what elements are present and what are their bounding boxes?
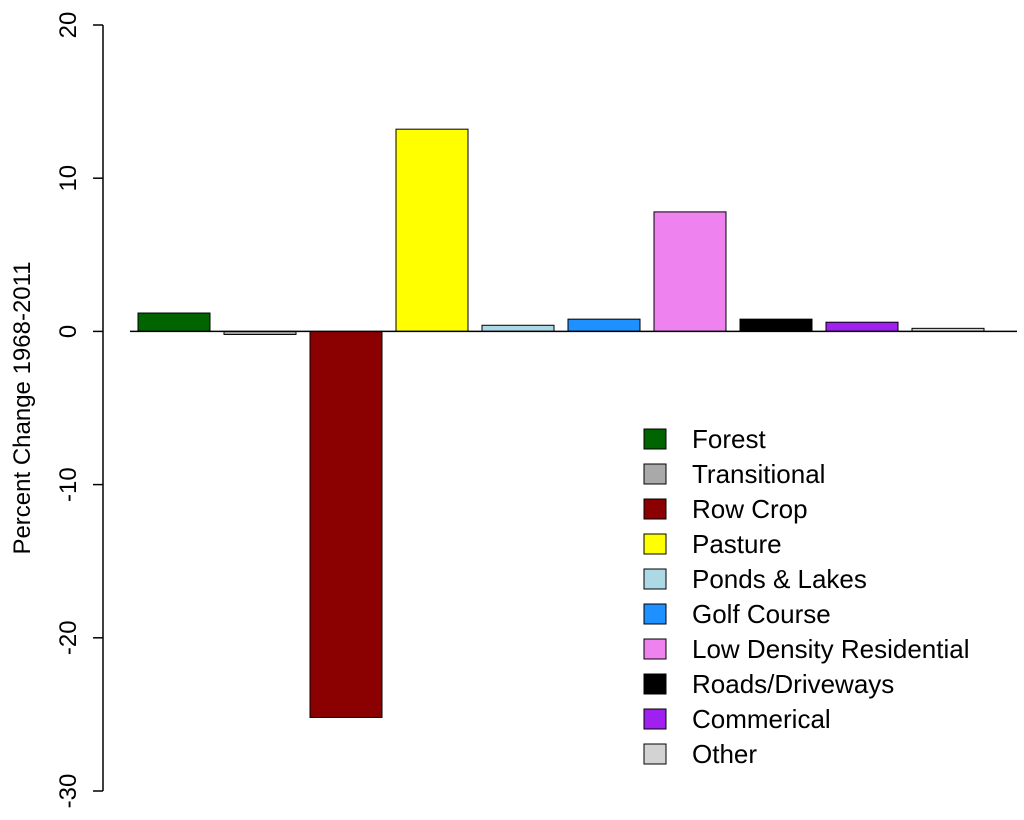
y-tick-label: -10 bbox=[55, 467, 82, 502]
bar-roads-driveways bbox=[739, 318, 813, 332]
legend-swatch-low-density-residential bbox=[643, 638, 667, 660]
legend-swatch-ponds-lakes bbox=[643, 568, 667, 590]
legend-swatch-row-crop bbox=[643, 498, 667, 520]
y-tick-label: -20 bbox=[55, 620, 82, 655]
legend-label-golf-course: Golf Course bbox=[692, 599, 831, 629]
legend-swatch-golf-course bbox=[643, 603, 667, 625]
bar-low-density-residential bbox=[653, 211, 727, 332]
bar-pasture bbox=[395, 128, 469, 332]
legend-label-ponds-lakes: Ponds & Lakes bbox=[692, 564, 867, 594]
legend-label-forest: Forest bbox=[692, 424, 766, 454]
legend-swatch-pasture bbox=[643, 533, 667, 555]
legend-label-commerical: Commerical bbox=[692, 704, 831, 734]
legend-label-other: Other bbox=[692, 739, 757, 769]
y-axis: -30 -20 -10 0 10 20 bbox=[55, 12, 104, 809]
legend-label-roads-driveways: Roads/Driveways bbox=[692, 669, 894, 699]
bars-group bbox=[137, 128, 985, 718]
legend-swatch-other bbox=[643, 743, 667, 765]
y-tick-label: 0 bbox=[55, 325, 82, 338]
y-tick-label: 10 bbox=[55, 165, 82, 192]
legend-label-low-density-residential: Low Density Residential bbox=[692, 634, 969, 664]
y-tick-label: 20 bbox=[55, 12, 82, 39]
legend-swatch-commerical bbox=[643, 708, 667, 730]
legend-label-row-crop: Row Crop bbox=[692, 494, 808, 524]
y-tick-label: -30 bbox=[55, 774, 82, 809]
bar-golf-course bbox=[567, 318, 641, 332]
legend: Forest Transitional Row Crop Pasture Ponds &… bbox=[643, 424, 969, 769]
bar-ponds-lakes bbox=[481, 324, 555, 332]
bar-commerical bbox=[825, 321, 899, 332]
legend-swatch-roads-driveways bbox=[643, 673, 667, 695]
legend-swatch-forest bbox=[643, 428, 667, 450]
legend-label-pasture: Pasture bbox=[692, 529, 782, 559]
legend-swatch-transitional bbox=[643, 463, 667, 485]
legend-label-transitional: Transitional bbox=[692, 459, 825, 489]
bar-row-crop bbox=[309, 330, 383, 718]
y-axis-title: Percent Change 1968-2011 bbox=[9, 261, 36, 554]
bar-forest bbox=[137, 312, 211, 332]
